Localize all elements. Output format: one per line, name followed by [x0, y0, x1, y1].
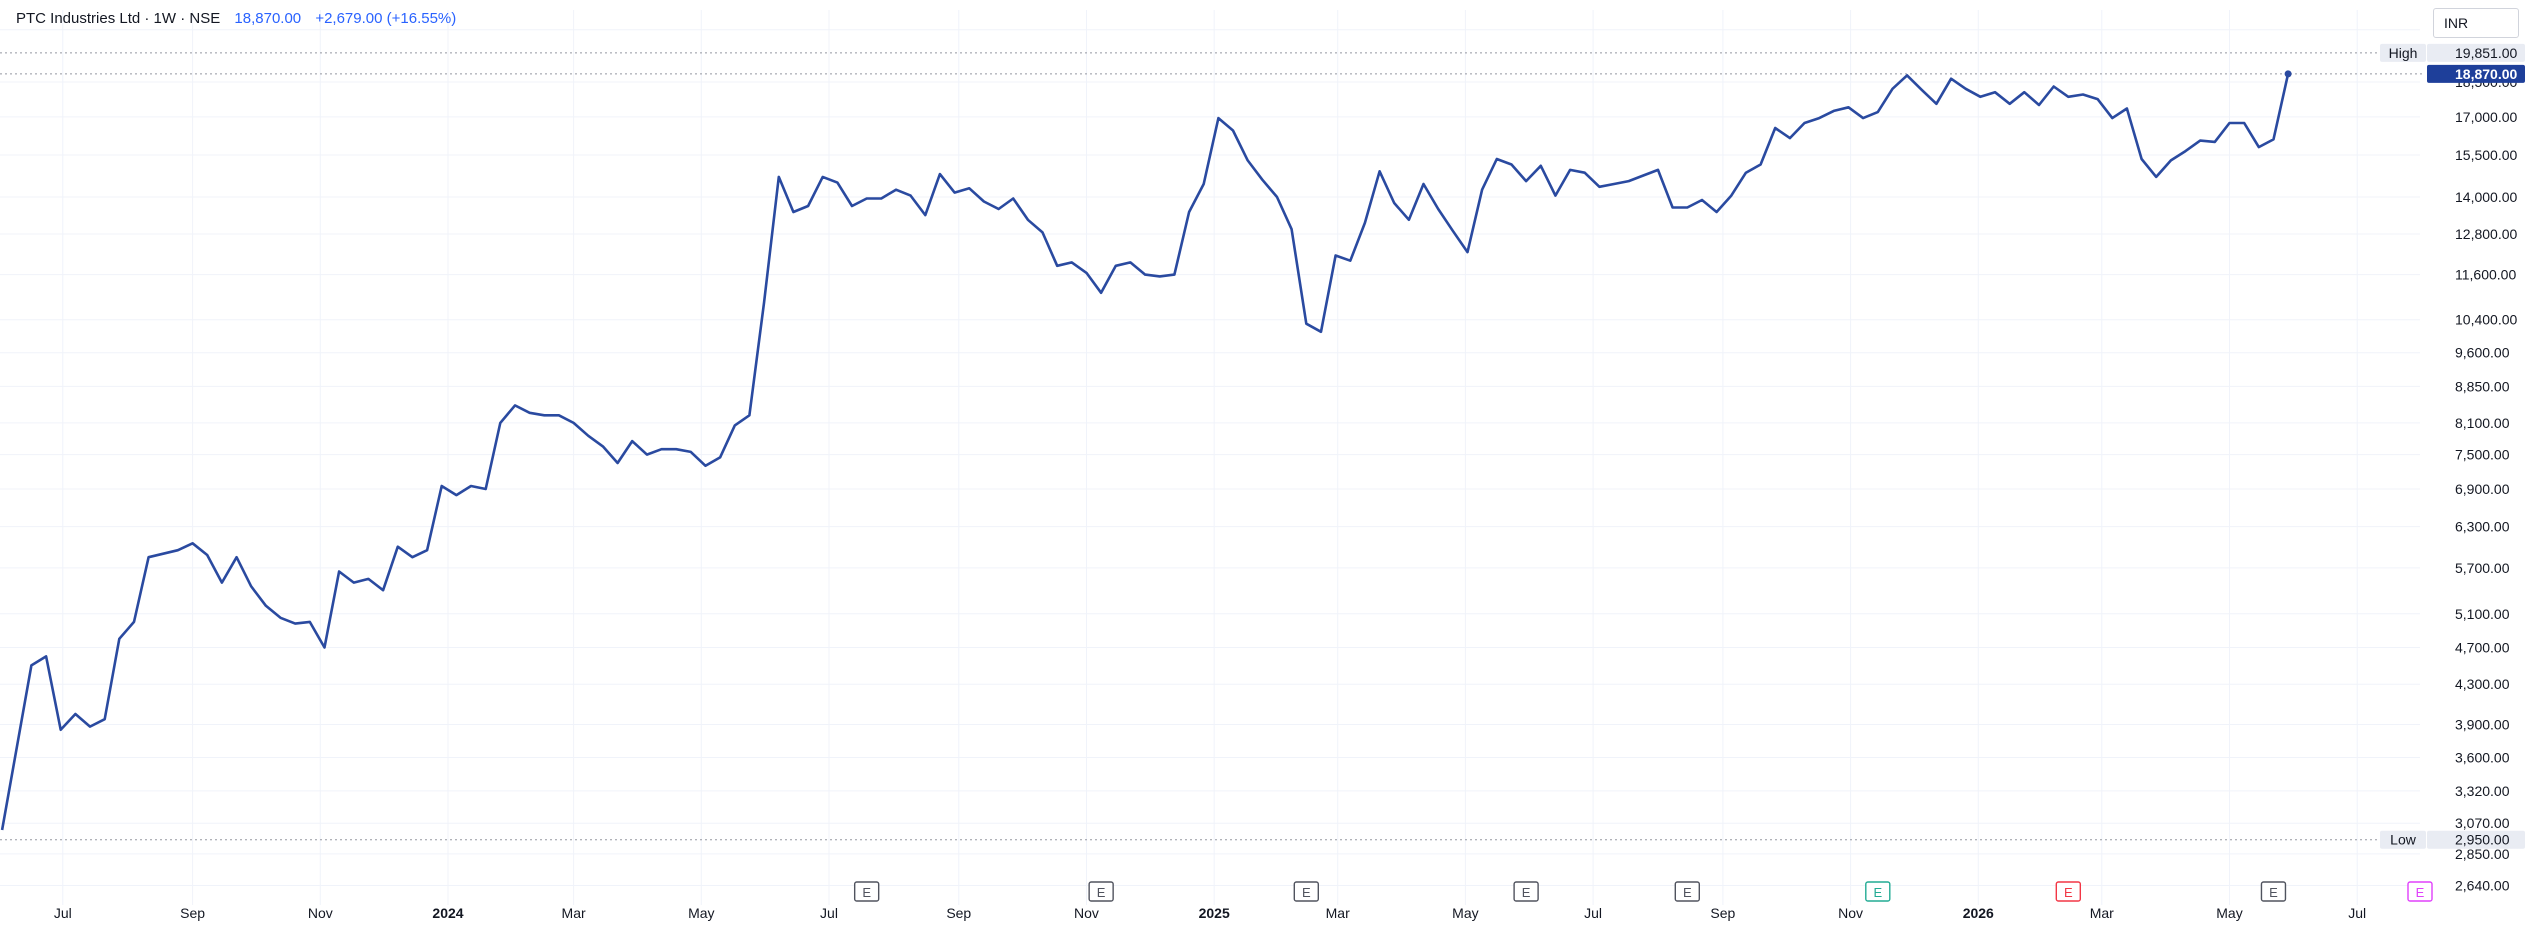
y-tick-label: 3,070.00 — [2455, 815, 2510, 831]
symbol-title[interactable]: PTC Industries Ltd · 1W · NSE — [16, 10, 221, 27]
x-tick-label: Mar — [562, 905, 586, 921]
x-tick-label: Mar — [1326, 905, 1350, 921]
earnings-marker-box — [2407, 881, 2433, 902]
price-labels: High 19,851.00 Low 2,950.00 18,870.00 — [2380, 43, 2525, 849]
x-tick-label: 2025 — [1199, 905, 1230, 921]
low-label: Low — [2390, 832, 2417, 848]
earnings-marker-label: E — [1683, 885, 1692, 900]
y-tick-label: 6,900.00 — [2455, 481, 2510, 497]
earnings-marker-box — [1674, 881, 1701, 902]
last-point — [2284, 70, 2292, 78]
y-tick-label: 4,300.00 — [2455, 676, 2510, 692]
low-label-bg — [2380, 830, 2426, 849]
chart-header: PTC Industries Ltd · 1W · NSE 18,870.00 … — [16, 10, 456, 27]
high-label-bg — [2380, 43, 2426, 62]
earnings-marker-label: E — [1522, 885, 1531, 900]
y-tick-label: 8,100.00 — [2455, 415, 2510, 431]
earnings-marker[interactable]: E — [2407, 881, 2433, 902]
y-tick-label: 5,100.00 — [2455, 606, 2510, 622]
x-tick-label: Sep — [946, 905, 971, 921]
high-value-bg — [2427, 43, 2525, 62]
earnings-marker-box — [1865, 881, 1891, 902]
earnings-marker[interactable]: E — [1674, 881, 1701, 902]
x-tick-label: Nov — [1838, 905, 1863, 921]
y-tick-label: 2,850.00 — [2455, 846, 2510, 862]
high-value: 19,851.00 — [2455, 45, 2517, 61]
earnings-marker-label: E — [2269, 885, 2278, 900]
last-price-value-bg — [2427, 64, 2525, 83]
earnings-marker-box — [1293, 881, 1319, 902]
x-tick-label: Nov — [308, 905, 333, 921]
low-value-bg — [2427, 830, 2525, 849]
earnings-marker-box — [2260, 881, 2287, 902]
currency-label: INR — [2444, 15, 2469, 31]
x-tick-label: 2024 — [432, 905, 463, 921]
earnings-marker[interactable]: E — [2055, 881, 2082, 902]
x-tick-label: Nov — [1074, 905, 1099, 921]
y-tick-label: 14,000.00 — [2455, 189, 2517, 205]
y-tick-label: 5,700.00 — [2455, 560, 2510, 576]
x-tick-label: Mar — [2090, 905, 2114, 921]
earnings-marker[interactable]: E — [1293, 881, 1319, 902]
earnings-marker[interactable]: E — [1865, 881, 1891, 902]
x-tick-label: Sep — [1710, 905, 1735, 921]
x-tick-label: May — [1452, 905, 1478, 921]
x-tick-label: 2026 — [1963, 905, 1994, 921]
earnings-marker-label: E — [2064, 885, 2073, 900]
y-tick-label: 17,000.00 — [2455, 109, 2517, 125]
price-series — [0, 70, 2292, 831]
earnings-marker-box — [1513, 881, 1539, 902]
y-tick-label: 8,850.00 — [2455, 378, 2510, 394]
x-tick-label: May — [2216, 905, 2242, 921]
y-tick-label: 10,400.00 — [2455, 312, 2517, 328]
y-tick-label: 15,500.00 — [2455, 147, 2517, 163]
high-label: High — [2389, 45, 2418, 61]
x-tick-label: Jul — [54, 905, 72, 921]
y-tick-label: 12,800.00 — [2455, 226, 2517, 242]
y-tick-label: 3,900.00 — [2455, 716, 2510, 732]
earnings-marker-box — [1088, 881, 1114, 902]
price-axis[interactable]: 21,000.0018,500.0017,000.0015,500.0014,0… — [2455, 22, 2517, 894]
last-price-value: 18,870.00 — [2455, 66, 2517, 82]
y-tick-label: 4,700.00 — [2455, 639, 2510, 655]
grid-layer — [0, 10, 2420, 905]
earnings-marker[interactable]: E — [1513, 881, 1539, 902]
earnings-marker-label: E — [1302, 885, 1311, 900]
y-tick-label: 3,320.00 — [2455, 783, 2510, 799]
currency-selector[interactable]: INR — [2433, 8, 2519, 38]
y-tick-label: 7,500.00 — [2455, 447, 2510, 463]
earnings-marker-label: E — [2416, 885, 2425, 900]
earnings-marker-label: E — [1873, 885, 1882, 900]
x-tick-label: Jul — [1584, 905, 1602, 921]
y-tick-label: 9,600.00 — [2455, 345, 2510, 361]
earnings-marker[interactable]: E — [1088, 881, 1114, 902]
earnings-marker-label: E — [1097, 885, 1106, 900]
x-tick-label: Sep — [180, 905, 205, 921]
x-tick-label: Jul — [2348, 905, 2366, 921]
price-change: +2,679.00 (+16.55%) — [315, 10, 457, 27]
y-tick-label: 3,600.00 — [2455, 750, 2510, 766]
low-value: 2,950.00 — [2455, 832, 2510, 848]
y-tick-label: 11,600.00 — [2455, 267, 2516, 283]
earnings-marker[interactable]: E — [2260, 881, 2287, 902]
price-line — [0, 73, 2290, 831]
x-tick-label: May — [688, 905, 714, 921]
earnings-marker-box — [853, 881, 880, 902]
x-tick-label: Jul — [820, 905, 838, 921]
reference-lines — [0, 52, 2425, 841]
y-tick-label: 2,640.00 — [2455, 878, 2510, 894]
earnings-marker-label: E — [862, 885, 871, 900]
earnings-marker[interactable]: E — [853, 881, 880, 902]
time-axis[interactable]: Jul Sep Nov 2024 Mar May Jul Sep Nov 2025 Mar May Ju… — [54, 905, 2366, 921]
last-price: 18,870.00 — [234, 10, 302, 27]
y-tick-label: 6,300.00 — [2455, 519, 2510, 535]
earnings-marker-box — [2055, 881, 2082, 902]
